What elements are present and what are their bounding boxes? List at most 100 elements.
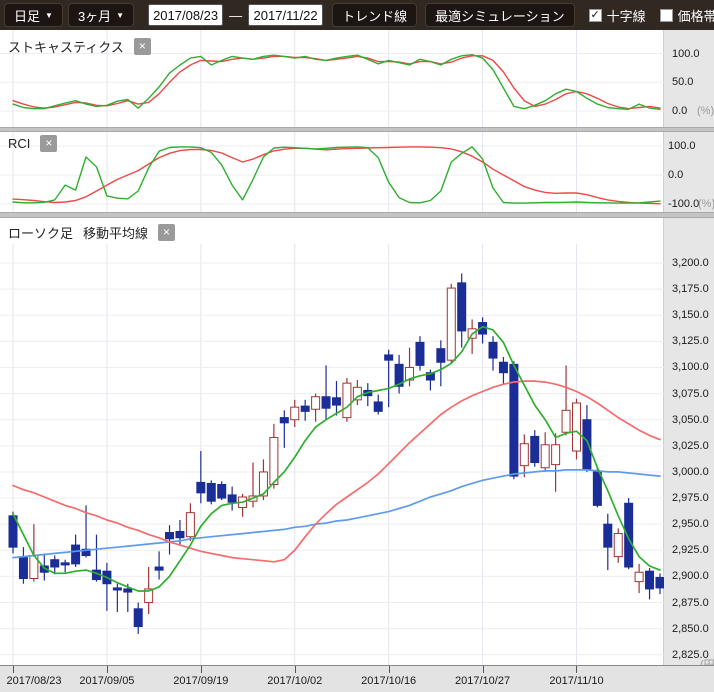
crosshair-checkbox[interactable]: ✓ 十字線 — [588, 6, 646, 25]
panel-splitter[interactable] — [0, 127, 714, 132]
bearish-candle — [60, 562, 70, 566]
bearish-candle — [112, 587, 122, 591]
checkbox-icon: ✓ — [588, 8, 602, 22]
bearish-candle — [394, 363, 404, 387]
axis-tick-label: 2,825.0 — [672, 648, 709, 661]
date-range-separator: — — [229, 7, 243, 23]
trend-line-button[interactable]: トレンド線 — [332, 3, 418, 27]
bearish-candle — [71, 544, 81, 565]
candlestick-chart[interactable] — [0, 218, 664, 665]
date-axis-label: 2017/10/16 — [361, 675, 417, 687]
bearish-candle — [655, 576, 664, 589]
bearish-candle — [436, 348, 446, 363]
close-icon[interactable]: × — [40, 135, 58, 152]
crosshair-label: 十字線 — [606, 8, 646, 24]
range-dropdown[interactable]: 3ヶ月 ▼ — [67, 3, 135, 27]
close-icon[interactable]: × — [158, 224, 176, 241]
bearish-candle — [81, 548, 91, 557]
bullish-candle — [290, 406, 300, 421]
bullish-candle — [446, 287, 456, 361]
panel-splitter[interactable] — [0, 212, 714, 218]
date-axis-label: 2017/10/27 — [455, 675, 511, 687]
bullish-candle — [634, 571, 644, 583]
date-from-input[interactable]: 2017/08/23 — [148, 4, 224, 26]
optimal-simulation-button[interactable]: 最適シミュレーション — [425, 3, 575, 27]
bearish-candle — [645, 570, 655, 590]
bullish-candle — [405, 366, 415, 381]
ma-long-blue-line — [12, 469, 661, 559]
axis-tick-label: 2,975.0 — [672, 492, 709, 505]
bearish-candle — [227, 494, 237, 503]
bullish-candle — [352, 386, 362, 401]
bearish-candle — [603, 523, 613, 548]
date-axis-label: 2017/10/02 — [267, 675, 323, 687]
price-band-label: 価格帯 — [677, 8, 714, 24]
toolbar: 日足 ▼ 3ヶ月 ▼ 2017/08/23 — 2017/11/22 トレンド線… — [0, 0, 714, 30]
price-axis-gutter — [664, 30, 714, 692]
date-to-input[interactable]: 2017/11/22 — [248, 4, 324, 26]
axis-tick-label: 3,025.0 — [672, 439, 709, 452]
date-axis-label: 2017/09/19 — [173, 675, 229, 687]
bearish-candle — [498, 361, 508, 374]
stochastics-title: ストキャスティクス — [8, 40, 124, 55]
stochastics-chart[interactable] — [0, 30, 664, 127]
bearish-candle — [457, 282, 467, 332]
stochastics-panel[interactable]: ストキャスティクス × 100.0 50.0 0.0 (%) — [0, 30, 714, 127]
rci-short-line — [12, 146, 661, 204]
candlestick-panel[interactable]: ローソク足 移動平均線 × 3,200.0 3,175.0 3,150.0 3,125… — [0, 218, 714, 671]
date-axis-tick — [576, 666, 578, 673]
bearish-candle — [50, 559, 60, 568]
date-axis-label: 2017/08/23 — [6, 675, 62, 687]
rci-panel[interactable]: RCI × 100.0 0.0 -100.0 (%) — [0, 132, 714, 212]
bearish-candle — [624, 502, 634, 568]
bearish-candle — [415, 341, 425, 366]
axis-tick-label: 2,850.0 — [672, 622, 709, 635]
bullish-candle — [185, 512, 195, 538]
bearish-candle — [8, 515, 18, 548]
date-axis-label: 2017/11/10 — [549, 675, 604, 687]
range-label: 3ヶ月 — [77, 8, 112, 24]
price-band-checkbox[interactable]: 価格帯 — [659, 6, 714, 25]
bullish-candle — [571, 402, 581, 452]
bearish-candle — [321, 396, 331, 409]
interval-dropdown[interactable]: 日足 ▼ — [4, 3, 63, 27]
bullish-candle — [540, 444, 550, 469]
bearish-candle — [384, 354, 394, 361]
rci-plot-background — [0, 132, 664, 212]
bearish-candle — [18, 557, 28, 579]
bullish-candle — [258, 471, 268, 497]
axis-tick-label: 3,100.0 — [672, 361, 709, 374]
ma-short-green-line — [12, 325, 661, 592]
axis-tick-label: -100.0 — [668, 198, 700, 210]
bearish-candle — [154, 566, 164, 571]
bearish-candle — [592, 471, 602, 506]
axis-tick-label: 3,200.0 — [672, 257, 709, 269]
axis-unit-label: (%) — [698, 198, 714, 210]
bullish-candle — [144, 588, 154, 604]
axis-tick-label: 3,000.0 — [672, 465, 709, 478]
date-axis-label: 2017/09/05 — [79, 675, 135, 687]
axis-tick-label: 0.0 — [672, 105, 688, 117]
checkbox-icon — [659, 8, 673, 22]
stochastics-fast-line — [12, 54, 661, 111]
rci-chart[interactable] — [0, 132, 664, 212]
date-axis-tick — [482, 666, 484, 673]
bullish-candle — [311, 396, 321, 410]
bearish-candle — [196, 481, 206, 494]
close-icon[interactable]: × — [133, 38, 151, 55]
chevron-down-icon: ▼ — [45, 10, 53, 20]
date-axis-tick — [200, 666, 202, 673]
bearish-candle — [39, 565, 49, 573]
bearish-candle — [133, 608, 143, 628]
bearish-candle — [425, 372, 435, 381]
axis-tick-label: 0.0 — [668, 169, 684, 181]
date-axis-tick — [106, 666, 108, 673]
bearish-candle — [530, 435, 540, 464]
date-axis-tick — [294, 666, 296, 673]
bearish-candle — [206, 482, 216, 502]
date-axis-tick — [388, 666, 390, 673]
date-axis: 2017/08/23 2017/09/05 2017/09/19 2017/10/02… — [0, 665, 714, 692]
rci-title: RCI — [8, 136, 31, 151]
bearish-candle — [488, 341, 498, 359]
